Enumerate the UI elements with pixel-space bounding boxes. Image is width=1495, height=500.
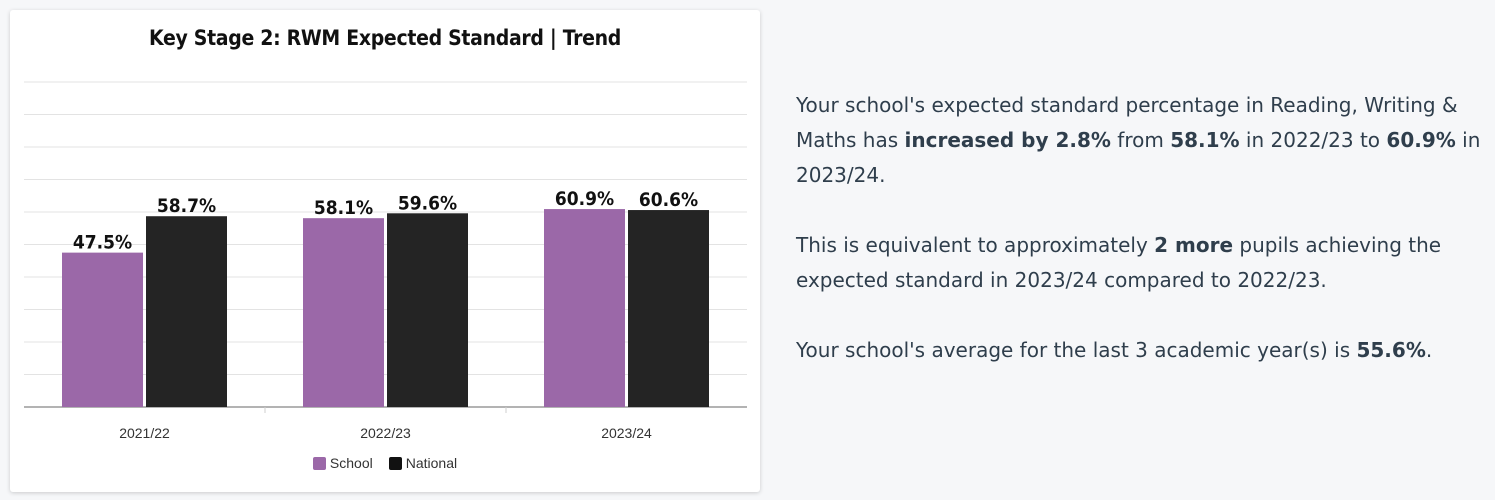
summary-text-span: This is equivalent to approximately [796,233,1155,257]
summary-text-span: pupils achieving the expected standard i… [796,233,1442,292]
bar-school [62,252,143,407]
chart-card: Key Stage 2: RWM Expected Standard | Tre… [10,10,760,492]
bar-national [146,216,227,407]
legend-item-school[interactable]: School [312,455,373,471]
legend-item-national[interactable]: National [388,455,458,471]
bar-chart: 47.5% 58.7% 2021/22 58.1% 59.6% 2022/23 60.9% 6… [24,81,747,441]
summary-highlight: 58.1% [1170,128,1240,152]
summary-paragraph-average: Your school's average for the last 3 aca… [796,333,1486,368]
summary-text-span: in 2023/24. [796,128,1481,187]
summary-highlight: increased by 2.8% [904,128,1111,152]
legend-swatch-national [388,456,402,470]
data-label: 59.6% [398,192,457,214]
summary-highlight: 60.9% [1386,128,1456,152]
data-label: 47.5% [73,232,132,254]
summary-text-span: . [1425,338,1433,362]
x-tick-label: 2022/23 [360,425,411,441]
legend-label-school: School [329,455,373,471]
bar-school [544,209,625,407]
summary-highlight: 2 more [1154,233,1234,257]
summary-text: Your school's expected standard percenta… [796,88,1486,403]
data-label: 60.6% [639,189,698,211]
summary-paragraph-pupils: This is equivalent to approximately 2 mo… [796,228,1486,298]
data-label: 58.7% [157,195,216,217]
bar-national [628,210,709,407]
summary-highlight: 55.6% [1356,338,1426,362]
data-label: 58.1% [314,197,373,219]
legend-label-national: National [405,455,458,471]
summary-text-span: from [1110,128,1171,152]
data-label: 60.9% [555,188,614,210]
chart-legend: School National [10,455,760,471]
summary-text-span: Your school's expected standard percenta… [796,93,1458,152]
bar-national [387,213,468,407]
x-tick-label: 2021/22 [119,425,170,441]
legend-swatch-school [312,456,326,470]
summary-paragraph-change: Your school's expected standard percenta… [796,88,1486,193]
chart-title: Key Stage 2: RWM Expected Standard | Tre… [148,26,621,50]
x-tick-label: 2023/24 [601,425,652,441]
summary-text-span: Your school's average for the last 3 aca… [796,338,1357,362]
summary-text-span: in 2022/23 to [1239,128,1387,152]
bar-school [303,218,384,407]
